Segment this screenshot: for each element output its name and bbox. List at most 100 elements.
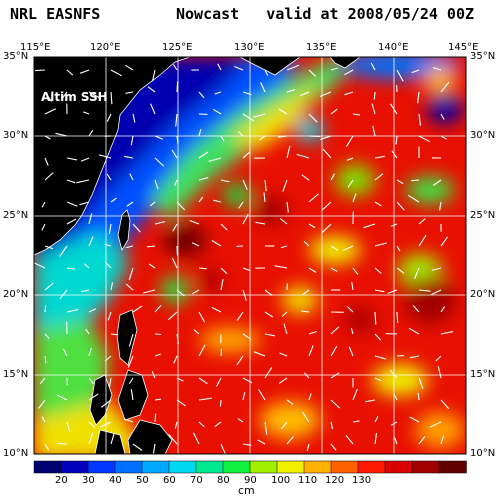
- current-arrow: [440, 306, 446, 313]
- current-arrow: [171, 257, 178, 269]
- current-arrow: [88, 213, 93, 225]
- current-arrow: [211, 307, 222, 313]
- current-arrow: [217, 63, 222, 71]
- current-arrow: [132, 443, 143, 451]
- current-arrow: [430, 289, 442, 296]
- lon-label-135: 135°E: [306, 42, 337, 53]
- current-arrow: [154, 221, 166, 225]
- current-arrow: [431, 267, 442, 271]
- current-arrow: [176, 81, 179, 93]
- current-arrow: [396, 179, 404, 185]
- current-arrow: [330, 326, 340, 335]
- current-arrow: [44, 91, 52, 102]
- current-arrow: [125, 64, 134, 71]
- current-arrow: [39, 377, 46, 385]
- colorbar-tick-label: 130: [352, 475, 372, 486]
- current-arrow: [374, 242, 387, 247]
- current-arrow: [417, 392, 420, 401]
- current-arrow: [344, 91, 354, 96]
- colorbar-tick-label: 40: [109, 475, 122, 486]
- current-arrow: [308, 113, 318, 123]
- colorbar-tick-label: 70: [190, 475, 203, 486]
- current-arrow: [373, 91, 376, 100]
- current-arrow: [301, 310, 310, 313]
- current-arrow: [374, 289, 385, 293]
- current-arrow: [198, 397, 212, 401]
- current-arrow: [127, 355, 134, 368]
- current-arrow: [174, 179, 178, 186]
- current-arrow: [130, 389, 134, 401]
- current-arrow: [220, 179, 230, 183]
- colorbar-swatch: [168, 460, 197, 474]
- current-arrow: [34, 262, 46, 269]
- current-arrow: [330, 173, 335, 181]
- current-arrow: [176, 201, 186, 211]
- current-arrow: [189, 219, 200, 225]
- current-arrow: [220, 135, 225, 142]
- current-arrow: [278, 135, 288, 138]
- current-arrow: [175, 113, 178, 127]
- colorbar-swatch: [330, 460, 359, 474]
- current-arrow: [110, 91, 113, 105]
- current-arrow: [330, 108, 338, 115]
- current-arrow: [330, 443, 337, 451]
- current-arrow: [106, 173, 112, 181]
- current-arrow: [100, 399, 112, 408]
- current-arrow: [174, 421, 178, 429]
- current-arrow: [198, 177, 209, 181]
- current-arrow: [242, 113, 255, 122]
- lon-label-145: 145°E: [448, 42, 479, 53]
- current-arrow: [193, 329, 200, 335]
- current-arrow: [220, 223, 228, 231]
- colorbar-tick-label: 50: [136, 475, 149, 486]
- current-arrow: [352, 420, 360, 423]
- current-arrow: [372, 125, 376, 137]
- lat-label-left-20: 20°N: [3, 289, 29, 300]
- valid-time-title: Nowcast valid at 2008/05/24 00Z: [176, 5, 475, 23]
- current-arrow: [44, 135, 51, 140]
- current-arrow: [412, 305, 420, 313]
- current-arrow: [59, 245, 68, 257]
- current-arrow: [259, 135, 266, 141]
- current-arrow: [216, 377, 222, 387]
- current-arrow: [417, 91, 420, 104]
- current-arrow: [263, 192, 266, 203]
- current-arrow: [303, 372, 310, 379]
- current-arrow: [374, 355, 387, 360]
- current-arrow: [110, 333, 119, 336]
- lat-label-right-35: 35°N: [470, 51, 496, 62]
- current-arrow: [242, 213, 249, 225]
- current-arrow: [418, 234, 427, 247]
- current-arrow: [128, 377, 134, 384]
- current-arrow: [440, 135, 447, 140]
- current-arrow: [198, 91, 205, 99]
- current-arrow: [237, 418, 244, 423]
- current-arrow: [44, 333, 50, 339]
- current-arrow: [440, 81, 450, 93]
- current-arrow: [238, 201, 244, 209]
- current-arrow: [350, 327, 354, 335]
- map-frame: [33, 56, 467, 455]
- current-arrow: [258, 389, 266, 401]
- current-arrow: [278, 377, 288, 384]
- current-arrow: [440, 331, 454, 335]
- current-arrow: [44, 355, 47, 364]
- current-arrow: [418, 436, 426, 445]
- lon-label-120: 120°E: [90, 42, 121, 53]
- current-arrow: [151, 371, 156, 379]
- current-arrow: [44, 443, 50, 451]
- altimetry-label: Altim SSH: [41, 90, 108, 104]
- current-arrow: [198, 151, 209, 159]
- current-arrow: [104, 261, 112, 269]
- colorbar: [33, 460, 467, 474]
- current-arrow: [395, 135, 398, 145]
- current-arrow: [279, 218, 288, 225]
- current-arrow: [296, 153, 310, 159]
- current-arrow: [302, 289, 310, 296]
- current-arrow: [374, 432, 378, 445]
- current-arrow: [132, 223, 141, 233]
- current-arrow: [418, 377, 424, 389]
- lon-label-125: 125°E: [162, 42, 193, 53]
- current-arrow: [198, 129, 202, 137]
